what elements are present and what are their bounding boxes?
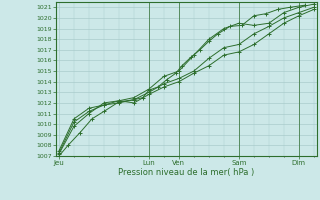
X-axis label: Pression niveau de la mer( hPa ): Pression niveau de la mer( hPa ) (118, 168, 254, 177)
